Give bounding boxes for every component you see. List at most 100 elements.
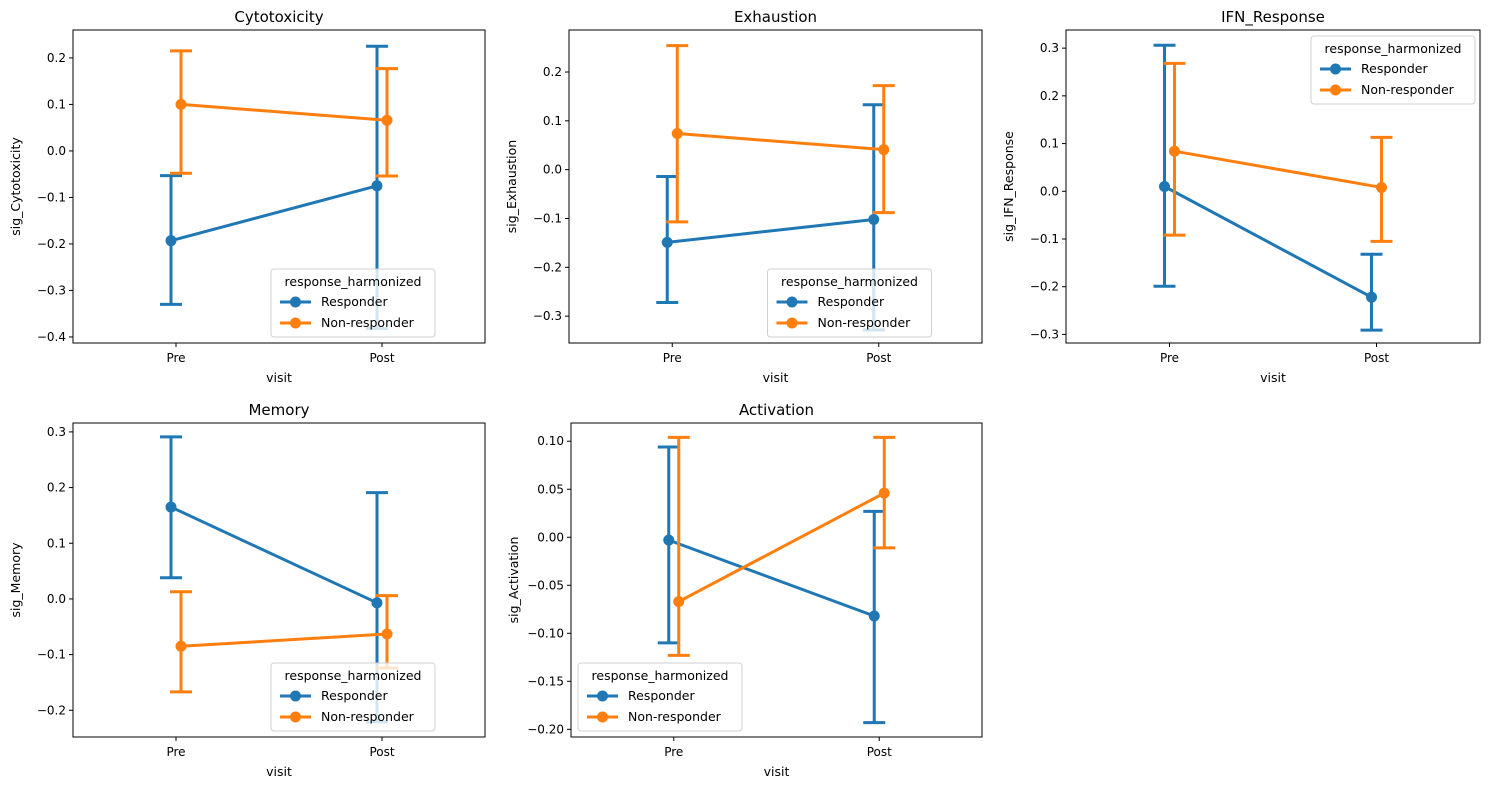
y-tick-label: 0.0 bbox=[1040, 184, 1059, 198]
x-axis-label: visit bbox=[1260, 370, 1286, 385]
data-point bbox=[175, 98, 187, 110]
axes-frame bbox=[72, 422, 486, 738]
series-line bbox=[170, 184, 378, 243]
x-tick-label: Post bbox=[867, 745, 892, 759]
subplot-title: Cytotoxicity bbox=[234, 8, 323, 26]
legend-label: Responder bbox=[818, 294, 885, 309]
legend-swatch-marker bbox=[786, 317, 798, 329]
data-point bbox=[1169, 145, 1180, 157]
y-tick-label: 0.0 bbox=[543, 163, 562, 177]
legend-title: response_harmonized bbox=[1325, 41, 1462, 56]
x-tick-label: Pre bbox=[664, 745, 683, 759]
y-tick-label: 0.00 bbox=[537, 530, 564, 544]
legend-box bbox=[270, 268, 436, 338]
x-tick-label: Pre bbox=[166, 351, 185, 365]
series-line bbox=[678, 491, 885, 603]
x-tick-label: Pre bbox=[1160, 351, 1179, 365]
legend-title: response_harmonized bbox=[285, 668, 422, 683]
legend-swatch-marker bbox=[786, 296, 798, 308]
y-tick-label: −0.15 bbox=[527, 674, 564, 688]
x-tick-label: Post bbox=[1364, 351, 1389, 365]
data-point bbox=[165, 235, 177, 247]
data-point bbox=[381, 628, 393, 640]
series-non-responder bbox=[1163, 61, 1393, 243]
x-tick-label: Pre bbox=[663, 351, 682, 365]
y-tick-label: 0.1 bbox=[543, 114, 562, 128]
series-line bbox=[667, 217, 874, 244]
axes-frame bbox=[1065, 29, 1481, 344]
series-non-responder bbox=[666, 44, 895, 224]
data-point bbox=[165, 501, 177, 513]
series-responder bbox=[1153, 43, 1383, 332]
series-line bbox=[180, 102, 388, 122]
y-tick-label: 0.3 bbox=[47, 425, 66, 439]
y-tick-label: 0.10 bbox=[537, 434, 564, 448]
legend-box bbox=[270, 662, 436, 732]
legend-label: Responder bbox=[628, 688, 695, 703]
y-tick-label: −0.3 bbox=[533, 309, 562, 323]
y-tick-label: −0.2 bbox=[37, 237, 66, 251]
x-tick-label: Post bbox=[866, 351, 891, 365]
series-line bbox=[677, 132, 884, 152]
legend-swatch-marker bbox=[1330, 63, 1341, 75]
legend-label: Non-responder bbox=[818, 315, 912, 330]
axes-frame bbox=[568, 29, 983, 344]
data-point bbox=[175, 640, 187, 652]
legend-label: Non-responder bbox=[1361, 82, 1455, 97]
y-axis-label: sig_Exhaustion bbox=[504, 140, 519, 233]
data-point bbox=[663, 534, 675, 546]
y-tick-label: 0.05 bbox=[537, 482, 564, 496]
legend-label: Responder bbox=[321, 688, 388, 703]
data-point bbox=[868, 610, 880, 622]
subplot-activation: Activation 0.10 0.05 0.00 −0.05 −0.10 −0.15 −0.… bbox=[506, 401, 983, 779]
subplot-title: Activation bbox=[739, 401, 814, 419]
x-axis-label: visit bbox=[266, 370, 292, 385]
x-axis-label: visit bbox=[763, 370, 789, 385]
legend-swatch-marker bbox=[290, 690, 301, 702]
y-tick-label: −0.05 bbox=[527, 578, 564, 592]
legend: response_harmonized Responder Non-responde… bbox=[577, 662, 743, 732]
legend-swatch-marker bbox=[597, 711, 608, 723]
series-line bbox=[1163, 185, 1373, 299]
data-point bbox=[371, 180, 383, 192]
subplot-exhaustion: Exhaustion 0.2 0.1 0.0 −0.1 −0.2 −0.3 Pre Post vi… bbox=[504, 8, 983, 385]
legend-label: Non-responder bbox=[321, 709, 415, 724]
legend-title: response_harmonized bbox=[781, 274, 918, 289]
y-tick-label: 0.0 bbox=[47, 592, 66, 606]
y-tick-label: −0.3 bbox=[1030, 327, 1059, 341]
x-tick-label: Pre bbox=[166, 745, 185, 759]
series-line bbox=[170, 505, 378, 605]
y-tick-label: −0.1 bbox=[37, 648, 66, 662]
series-non-responder bbox=[667, 435, 896, 657]
y-axis-label: sig_IFN_Response bbox=[1001, 131, 1016, 242]
y-tick-label: −0.20 bbox=[527, 722, 564, 736]
y-tick-label: 0.0 bbox=[47, 144, 66, 158]
legend-title: response_harmonized bbox=[592, 668, 729, 683]
data-point bbox=[381, 114, 393, 126]
x-tick-label: Post bbox=[369, 745, 394, 759]
subplot-title: Memory bbox=[248, 401, 309, 419]
subplot-title: IFN_Response bbox=[1221, 8, 1325, 27]
y-tick-label: 0.2 bbox=[47, 51, 66, 65]
data-point bbox=[1366, 291, 1377, 303]
y-tick-label: −0.10 bbox=[527, 626, 564, 640]
series-line bbox=[668, 538, 875, 618]
subplot-cytotoxicity: Cytotoxicity 0.2 0.1 0.0 −0.1 −0.2 −0.3 −0.4 Pre… bbox=[8, 8, 486, 385]
y-tick-label: −0.1 bbox=[37, 190, 66, 204]
y-tick-label: 0.1 bbox=[47, 536, 66, 550]
legend-swatch-marker bbox=[597, 690, 608, 702]
legend-label: Non-responder bbox=[321, 315, 415, 330]
x-axis-label: visit bbox=[764, 764, 790, 779]
legend-box bbox=[1310, 35, 1476, 105]
data-point bbox=[673, 596, 685, 608]
subplot-ifn_response: IFN_Response 0.3 0.2 0.1 0.0 −0.1 −0.2 −0.3 Pre P… bbox=[1001, 8, 1481, 385]
y-tick-label: 0.2 bbox=[47, 481, 66, 495]
series-line bbox=[1174, 149, 1382, 189]
data-point bbox=[878, 144, 890, 156]
y-axis-label: sig_Memory bbox=[8, 542, 23, 618]
legend-label: Non-responder bbox=[628, 709, 722, 724]
axes-frame bbox=[72, 29, 486, 344]
data-point bbox=[671, 128, 683, 140]
